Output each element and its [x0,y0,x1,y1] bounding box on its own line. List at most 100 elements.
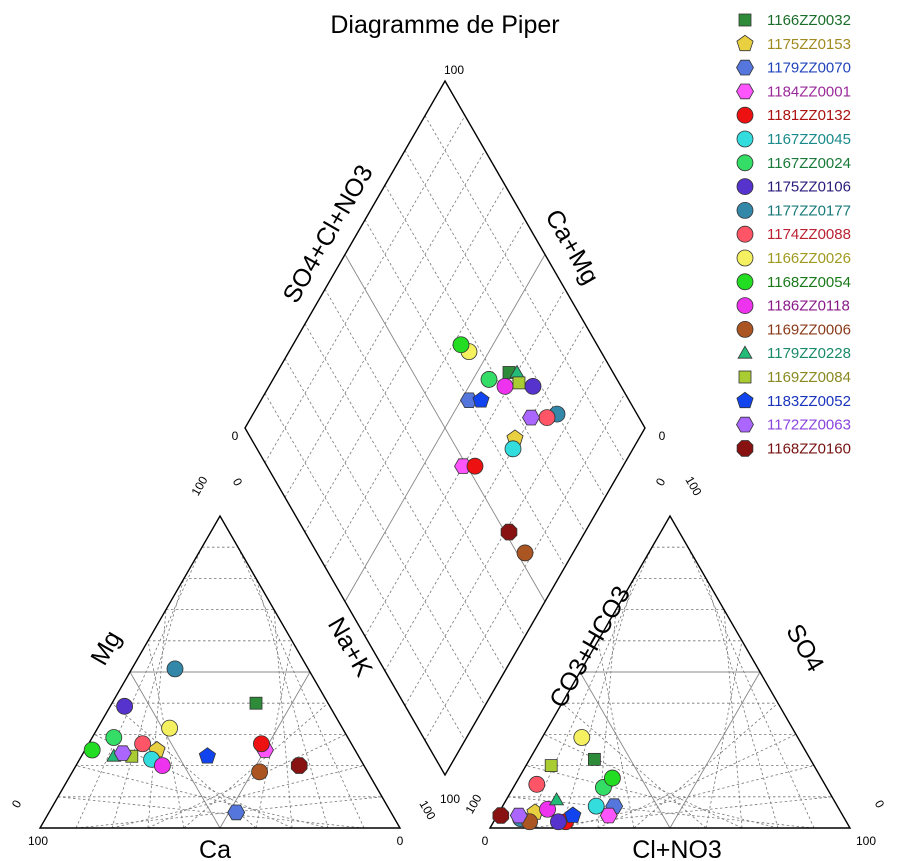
legend-label: 1169ZZ0006 [767,321,851,338]
point-anion-1168ZZ0160 [492,807,510,824]
cation-grid-a [57,796,365,829]
point-anion-1175ZZ0106 [550,813,567,831]
legend-item: 1174ZZ0088 [736,225,851,243]
legend-marker-1175ZZ0153 [736,34,754,52]
legend-marker-1169ZZ0006 [736,320,754,338]
legend-item: 1169ZZ0006 [736,320,851,338]
point-anion-1179ZZ0228 [549,792,565,806]
legend-marker-1166ZZ0026 [736,249,754,267]
anion-grid-b [705,578,779,829]
legend-item: 1168ZZ0160 [736,440,851,457]
cation-grid-a [147,609,167,829]
tick-cation-top-right: 0 [230,476,246,489]
point-anion-1169ZZ0084 [544,759,558,772]
point-cation-1179ZZ0070 [227,804,246,821]
legend-label: 1168ZZ0054 [767,274,851,291]
anion-grid-b [687,547,815,829]
tick-anion-bottom-right: 100 [856,834,876,848]
diamond-grid-b [424,393,626,741]
legend-marker-1169ZZ0084 [738,370,752,384]
legend-label: 1175ZZ0153 [767,36,851,53]
tick-anion-bottom-left: 0 [482,834,489,848]
cation-grid-b [237,547,365,829]
legend-item: 1186ZZ0118 [736,297,850,315]
tick-diamond-left: 0 [232,429,239,443]
point-diamond-1168ZZ0054 [452,336,470,354]
cation-triangle-frame [38,514,402,829]
point-cation-1168ZZ0160 [290,757,308,774]
point-diamond-1174ZZ0088 [538,409,556,426]
legend-label: 1181ZZ0132 [767,107,851,124]
diamond-grid-a [424,115,626,463]
point-anion-1183ZZ0052 [564,806,582,823]
points-layer [83,336,624,831]
axis-label-co3-hco3: CO3+HCO3 [544,581,636,712]
diamond-frame [244,79,646,777]
tick-cation-top-left: 100 [188,474,210,499]
legend-marker-1168ZZ0160 [736,440,754,457]
legend-item: 1177ZZ0177 [736,201,851,219]
point-diamond-1167ZZ0024 [480,371,498,388]
legend-marker-1186ZZ0118 [736,297,754,315]
legend-label: 1166ZZ0026 [767,250,851,267]
axis-label-na-k: Na+K [322,613,378,682]
anion-grid-a [561,702,707,829]
legend-label: 1174ZZ0088 [767,226,851,243]
point-cation-1169ZZ0006 [251,763,269,781]
anion-grid-a [561,578,635,829]
legend-item: 1181ZZ0132 [736,106,851,124]
point-diamond-1172ZZ0063 [522,409,540,426]
legend-item: 1168ZZ0054 [736,273,851,291]
grid-layer [57,115,833,829]
point-cation-1175ZZ0106 [116,697,133,715]
legend-marker-1179ZZ0228 [737,345,753,359]
legend-marker-1175ZZ0106 [736,178,754,196]
legend-label: 1169ZZ0084 [767,369,851,386]
point-anion-1167ZZ0045 [587,797,605,815]
cation-grid-b [111,765,365,829]
legend-label: 1179ZZ0228 [767,345,851,362]
legend-item: 1184ZZ0001 [736,83,851,100]
legend-marker-1177ZZ0177 [736,201,754,219]
legend-item: 1167ZZ0024 [736,154,851,172]
point-cation-1183ZZ0052 [198,747,216,764]
legend-label: 1166ZZ0032 [767,12,851,29]
point-cation-1166ZZ0026 [161,719,179,737]
tick-cation-right-bottom: 100 [416,798,438,823]
point-cation-1168ZZ0054 [83,741,101,759]
legend-item: 1167ZZ0045 [736,130,851,148]
anion-grid-a [525,765,779,829]
axis-label-so4-cl-no3: SO4+Cl+NO3 [277,160,378,308]
diamond-grid-a [404,150,606,498]
tick-diamond-bottom: 100 [440,792,460,806]
tick-diamond-right: 0 [659,429,666,443]
cation-grid-b [75,796,383,829]
legend-marker-1167ZZ0045 [736,130,754,148]
legend-label: 1177ZZ0177 [767,202,851,219]
tick-diamond-top: 100 [444,63,464,77]
axis-label-so4: SO4 [780,619,829,676]
cation-grid-b [255,578,329,829]
legend-item: 1169ZZ0084 [738,369,851,386]
point-anion-1172ZZ0063 [509,807,528,824]
tick-anion-right-bottom: 0 [872,798,888,811]
point-diamond-1175ZZ0106 [524,377,542,395]
legend-item: 1172ZZ0063 [736,417,851,434]
anion-grid-b [705,640,743,829]
cation-grid-a [129,671,221,829]
frame-layer [38,79,852,829]
axis-label-mg: Mg [85,626,127,670]
legend-marker-1181ZZ0132 [736,106,754,124]
point-anion-1166ZZ0026 [573,729,591,746]
point-diamond-1169ZZ0006 [516,544,534,562]
legend-item: 1175ZZ0153 [736,34,851,53]
anion-grid-a [525,547,653,829]
point-diamond-1167ZZ0045 [504,440,522,458]
diamond-grid-b [344,254,546,602]
legend-label: 1175ZZ0106 [767,179,851,196]
anion-grid-b [723,609,743,829]
legend-marker-1166ZZ0032 [738,13,752,27]
legend-marker-1183ZZ0052 [736,391,754,409]
anion-grid-b [561,765,815,829]
